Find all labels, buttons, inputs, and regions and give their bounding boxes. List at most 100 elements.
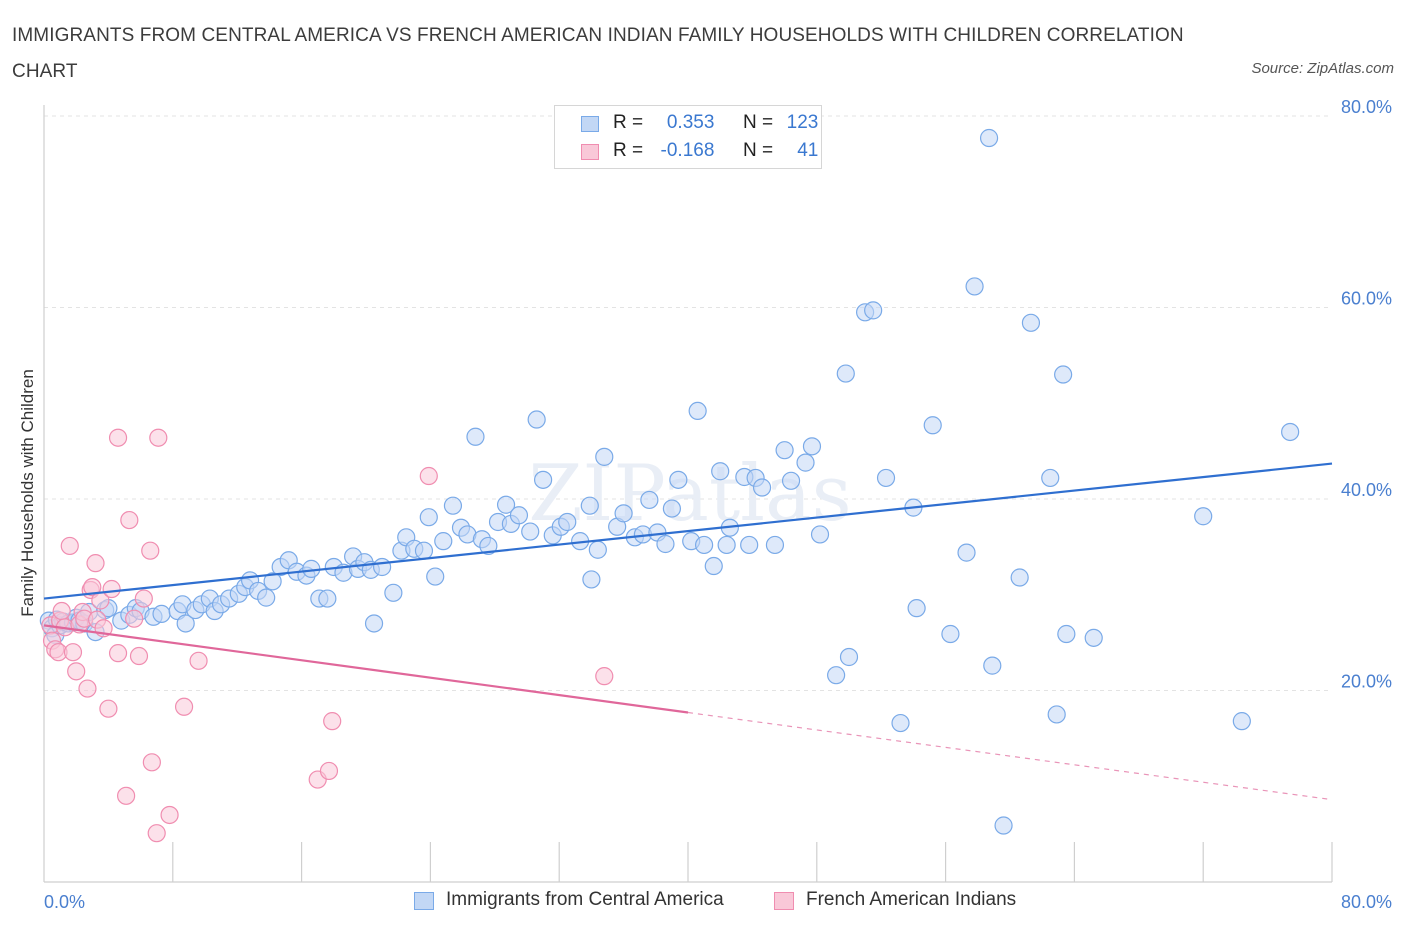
point-blue: [781, 471, 801, 490]
point-blue: [434, 532, 453, 551]
point-pink: [108, 644, 128, 663]
point-pink: [60, 536, 79, 556]
point-blue: [839, 647, 859, 667]
point-pink: [78, 679, 97, 698]
trend-line-blue: [43, 462, 1333, 600]
point-blue: [775, 441, 794, 460]
point-blue: [582, 570, 601, 589]
series-name: French American Indians: [806, 889, 1017, 910]
point-blue: [1194, 507, 1213, 526]
point-blue: [614, 504, 633, 523]
point-blue: [957, 543, 976, 562]
point-pink: [129, 646, 149, 666]
point-blue: [1010, 568, 1029, 587]
point-blue: [1057, 624, 1076, 644]
point-blue: [509, 506, 529, 525]
point-blue: [1054, 365, 1073, 384]
point-blue: [640, 490, 659, 510]
point-pink: [141, 541, 160, 560]
point-blue: [876, 468, 896, 488]
series-name: Immigrants from Central America: [446, 889, 724, 910]
point-blue: [656, 534, 675, 554]
point-pink: [52, 601, 71, 621]
point-blue: [662, 499, 682, 518]
point-blue: [384, 583, 403, 602]
y-tick-label: 80.0%: [1341, 97, 1392, 117]
point-blue: [176, 614, 195, 633]
trend-line-pink-extension: [687, 711, 1333, 801]
point-blue: [466, 427, 485, 446]
point-blue: [802, 437, 822, 456]
point-pink: [99, 699, 118, 718]
point-blue: [496, 495, 516, 514]
point-blue: [752, 478, 772, 497]
correlation-legend: R = 0.353 N = 123 R = -0.168 N = 41: [554, 105, 822, 169]
y-axis-label: Family Households with Children: [18, 369, 37, 617]
point-blue: [765, 535, 785, 555]
point-pink: [134, 589, 153, 608]
point-blue: [941, 624, 960, 644]
grid-lines: [44, 115, 1332, 691]
legend-n-label: N =: [742, 140, 774, 161]
legend-n-label: N =: [742, 112, 774, 133]
point-blue: [983, 656, 1002, 675]
point-blue: [1281, 422, 1300, 442]
point-pink: [419, 466, 438, 486]
point-blue: [704, 556, 723, 576]
point-blue: [558, 512, 577, 532]
point-blue: [318, 589, 337, 608]
trend-line-pink: [43, 624, 689, 714]
point-blue: [891, 713, 910, 733]
legend-swatch-blue: [581, 116, 599, 132]
chart-title: IMMIGRANTS FROM CENTRAL AMERICA VS FRENC…: [12, 25, 1184, 82]
point-blue: [364, 614, 384, 633]
point-blue: [521, 522, 540, 541]
y-tick-labels: 20.0% 40.0% 60.0% 80.0%: [1341, 97, 1392, 692]
point-pink: [63, 643, 83, 662]
legend-n-value: 123: [786, 112, 819, 133]
y-tick-label: 20.0%: [1341, 672, 1392, 692]
point-blue: [1084, 628, 1103, 647]
trend-lines: [43, 462, 1333, 801]
point-blue: [257, 588, 276, 607]
point-pink: [125, 609, 144, 628]
legend-n-value: 41: [797, 140, 819, 161]
point-blue: [796, 453, 815, 472]
legend-r-value: -0.168: [660, 140, 715, 161]
point-blue: [711, 462, 730, 481]
point-pink: [323, 712, 342, 731]
point-pink: [319, 761, 339, 781]
point-blue: [694, 535, 714, 555]
legend-swatch-blue: [414, 892, 434, 910]
point-blue: [419, 508, 438, 527]
point-pink: [67, 662, 86, 681]
point-pink: [117, 786, 136, 805]
point-blue: [836, 364, 855, 383]
point-blue: [426, 567, 445, 586]
point-blue: [527, 410, 546, 429]
point-blue: [994, 816, 1013, 835]
point-blue: [443, 496, 463, 515]
point-blue: [263, 572, 282, 591]
legend-swatch-pink: [581, 144, 599, 160]
y-tick-label: 40.0%: [1341, 480, 1392, 500]
point-pink: [142, 753, 161, 772]
point-pink: [83, 577, 102, 597]
point-pink: [595, 667, 614, 686]
point-blue: [479, 536, 498, 556]
point-blue: [1232, 712, 1251, 731]
point-pink: [147, 824, 166, 843]
point-pink: [149, 428, 168, 447]
point-blue: [965, 277, 984, 296]
x-tick-label-min: 0.0%: [44, 892, 85, 912]
point-blue: [1047, 705, 1066, 724]
point-blue: [373, 557, 392, 577]
point-pink: [160, 805, 179, 825]
point-blue: [580, 496, 599, 515]
legend-r-value: 0.353: [666, 112, 715, 133]
point-blue: [414, 541, 434, 560]
point-blue: [1041, 468, 1060, 488]
point-blue: [740, 535, 759, 555]
point-blue: [1021, 313, 1041, 332]
